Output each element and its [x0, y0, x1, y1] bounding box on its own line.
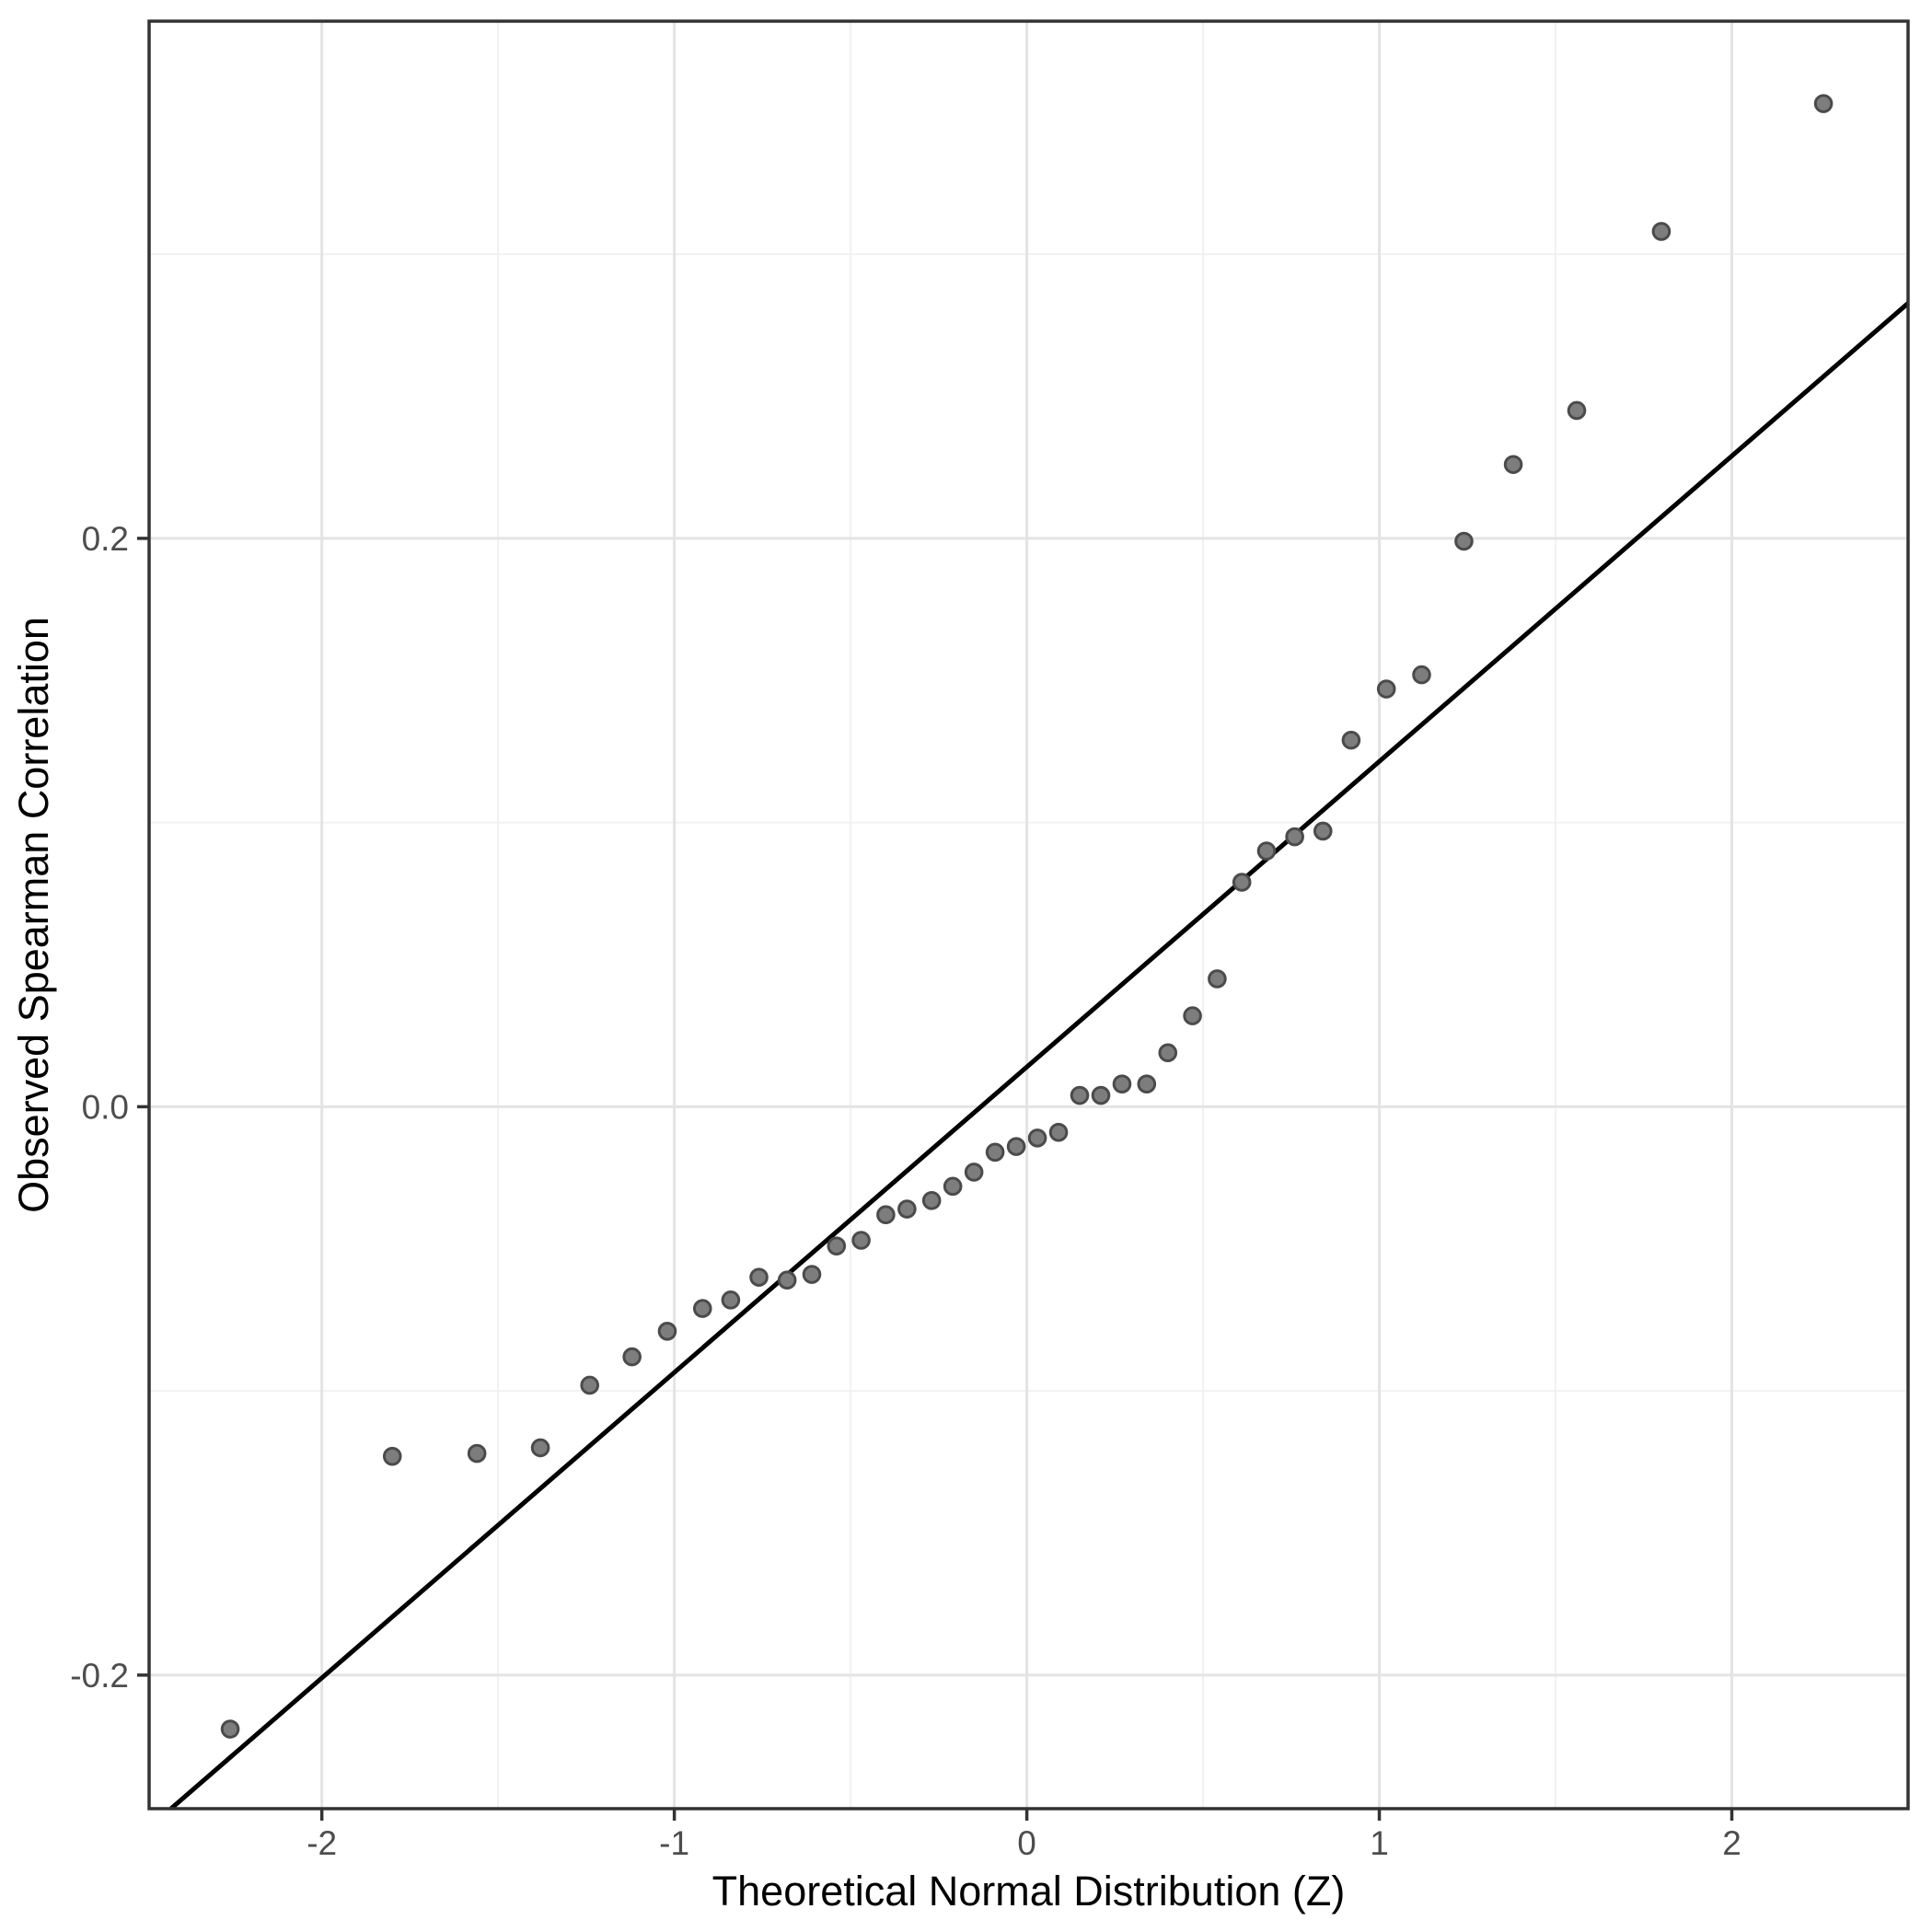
- data-point: [1027, 1128, 1047, 1148]
- data-point: [985, 1142, 1005, 1163]
- y-tick-label: 0.0: [82, 1088, 129, 1126]
- data-point: [1813, 94, 1834, 113]
- data-point: [1567, 400, 1587, 421]
- data-point: [1183, 1006, 1202, 1025]
- data-point: [943, 1176, 963, 1197]
- y-tick-label: 0.2: [82, 520, 129, 558]
- data-point: [382, 1446, 402, 1466]
- x-tick-label: 0: [1017, 1824, 1036, 1862]
- axis-tick-marks: [137, 537, 1734, 1821]
- data-point: [777, 1270, 797, 1290]
- panel-background: [149, 21, 1908, 1809]
- data-point: [876, 1205, 896, 1225]
- data-point: [749, 1267, 769, 1287]
- data-point: [220, 1719, 240, 1739]
- data-point: [1412, 665, 1431, 685]
- x-tick-labels: -2 -1 0 1 2: [307, 1824, 1741, 1862]
- data-point: [1070, 1085, 1090, 1105]
- data-point: [721, 1290, 741, 1310]
- data-point: [1158, 1043, 1178, 1063]
- data-point: [851, 1231, 871, 1250]
- data-point: [467, 1443, 487, 1463]
- data-point: [1503, 455, 1523, 474]
- data-point: [827, 1236, 847, 1255]
- data-point: [1454, 531, 1474, 551]
- reference-line: [169, 301, 1910, 1811]
- x-tick-label: -2: [307, 1824, 337, 1862]
- data-point: [1376, 679, 1396, 699]
- data-point: [1091, 1085, 1111, 1105]
- data-point: [1285, 827, 1304, 847]
- data-point: [1313, 821, 1333, 841]
- data-point: [802, 1265, 822, 1284]
- data-point: [580, 1375, 600, 1395]
- data-point: [1208, 969, 1227, 989]
- data-point: [1651, 222, 1672, 241]
- data-point: [964, 1163, 984, 1182]
- data-point: [897, 1199, 917, 1219]
- data-point: [692, 1299, 712, 1318]
- data-point: [1256, 841, 1277, 861]
- data-point: [1232, 873, 1252, 892]
- data-point: [1112, 1074, 1132, 1094]
- data-point: [921, 1190, 942, 1210]
- x-tick-label: 1: [1370, 1824, 1389, 1862]
- data-point: [1048, 1122, 1069, 1142]
- data-point: [1006, 1137, 1026, 1156]
- x-axis-title: Theoretical Normal Distribution (Z): [712, 1868, 1346, 1915]
- y-tick-label: -0.2: [70, 1657, 129, 1695]
- data-point: [657, 1322, 677, 1341]
- data-point: [1137, 1074, 1157, 1094]
- panel-border: [147, 19, 1910, 1811]
- data-point: [530, 1438, 550, 1458]
- data-point: [622, 1347, 642, 1367]
- x-tick-label: 2: [1722, 1824, 1741, 1862]
- data-points: [220, 94, 1834, 1739]
- data-point: [1341, 730, 1361, 750]
- major-gridlines: [149, 21, 1908, 1809]
- x-tick-label: -1: [659, 1824, 689, 1862]
- y-tick-labels: 0.2 0.0 -0.2: [70, 520, 129, 1695]
- y-axis-title: Observed Spearman Correlation: [10, 617, 57, 1213]
